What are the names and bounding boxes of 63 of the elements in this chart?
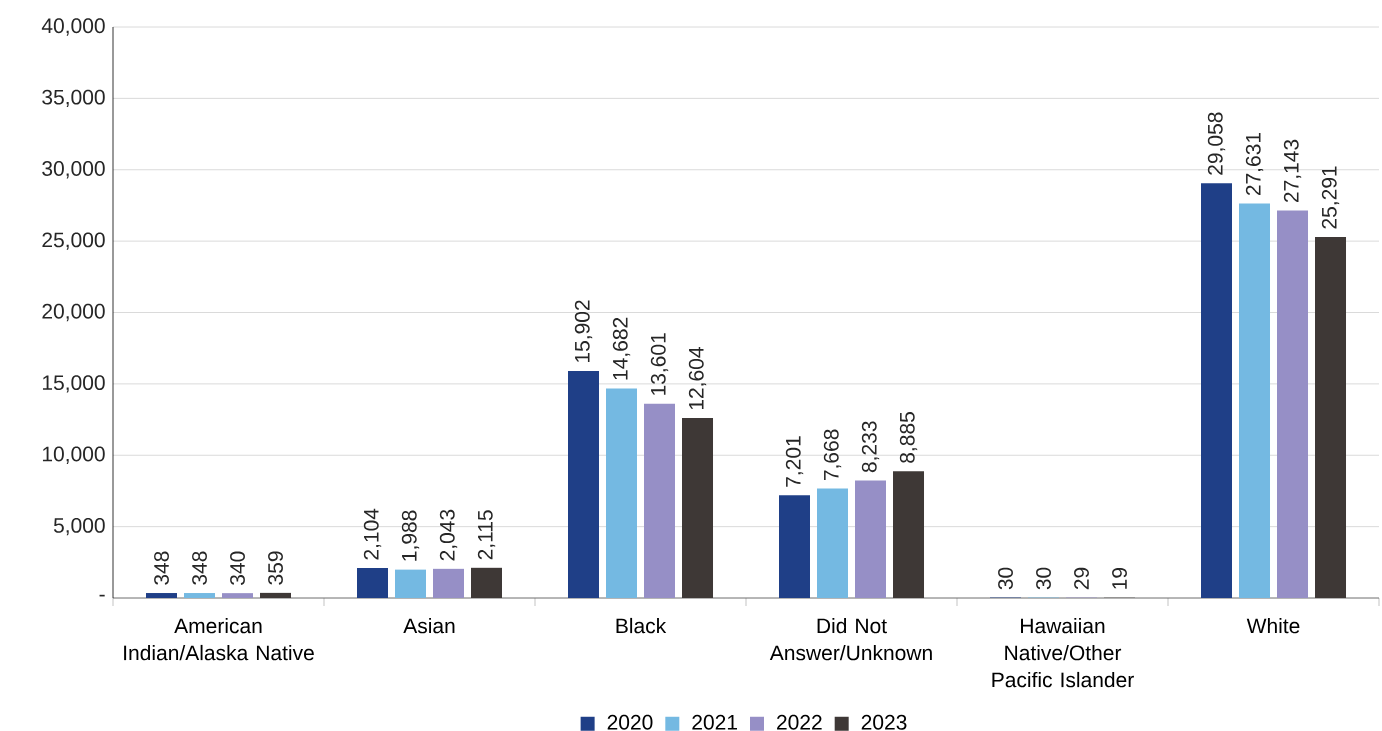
y-tick-label: 20,000 (42, 303, 105, 322)
bar (184, 593, 215, 598)
data-label: 348 (154, 551, 169, 585)
x-tick-label: Did Not Answer/Unknown (769, 617, 932, 661)
data-label: 15,902 (574, 300, 593, 363)
x-tick-label: American Indian/Alaska Native (124, 617, 314, 661)
legend-label: 2022 (777, 714, 822, 730)
data-label: 2,115 (477, 510, 496, 560)
legend-label: 2020 (607, 714, 653, 730)
bar (606, 388, 637, 598)
legend-label: 2021 (692, 714, 737, 730)
data-label: 13,601 (650, 333, 669, 395)
y-tick-label: 5,000 (53, 517, 105, 536)
data-label: 29,058 (1207, 112, 1226, 175)
data-label: 29 (1074, 567, 1089, 590)
data-label: 27,631 (1245, 132, 1264, 196)
data-label: 340 (230, 551, 245, 585)
bar (779, 495, 810, 598)
bar (471, 567, 502, 598)
data-label: 348 (192, 551, 207, 585)
data-label: 8,885 (899, 412, 918, 463)
data-label: 7,668 (823, 429, 842, 481)
bar (395, 569, 426, 598)
bar (222, 593, 253, 598)
y-tick-label: 25,000 (42, 232, 105, 250)
x-tick-label: Asian (403, 617, 455, 634)
y-tick-label: 40,000 (41, 18, 105, 36)
x-tick-label: White (1246, 617, 1300, 634)
bar (146, 593, 177, 598)
data-label: 30 (1036, 567, 1051, 590)
y-tick-label: 30,000 (42, 161, 105, 179)
bar (644, 403, 675, 598)
data-label: 7,201 (785, 436, 804, 487)
bar (1239, 203, 1271, 598)
y-tick-label: 15,000 (42, 375, 105, 393)
data-label: 1,988 (401, 510, 420, 561)
data-label: 12,604 (688, 347, 707, 410)
legend-label: 2023 (861, 714, 907, 730)
y-tick-label: 35,000 (42, 89, 105, 108)
data-label: 30 (998, 567, 1013, 590)
bar (260, 592, 291, 598)
y-tick-label: - (99, 594, 105, 597)
data-label: 25,291 (1321, 166, 1340, 229)
x-tick-label: Black (616, 617, 667, 634)
bar (682, 418, 714, 598)
y-tick-label: 10,000 (42, 446, 105, 464)
data-label: 8,233 (861, 421, 880, 473)
bar (357, 567, 388, 598)
bar (817, 488, 848, 598)
x-tick-label: Hawaiian Native/Other Pacific Islander (992, 617, 1134, 688)
data-label: 27,143 (1283, 139, 1302, 203)
data-label: 2,104 (363, 508, 382, 560)
data-label: 19 (1112, 567, 1127, 589)
bar (1315, 236, 1347, 598)
bar (433, 568, 464, 598)
data-label: 359 (268, 551, 283, 585)
bar (1201, 183, 1232, 598)
data-label: 2,043 (439, 509, 458, 561)
bar (855, 480, 886, 598)
bar (1277, 210, 1309, 598)
bar (893, 471, 925, 598)
bar (568, 371, 599, 598)
data-label: 14,682 (612, 317, 631, 380)
